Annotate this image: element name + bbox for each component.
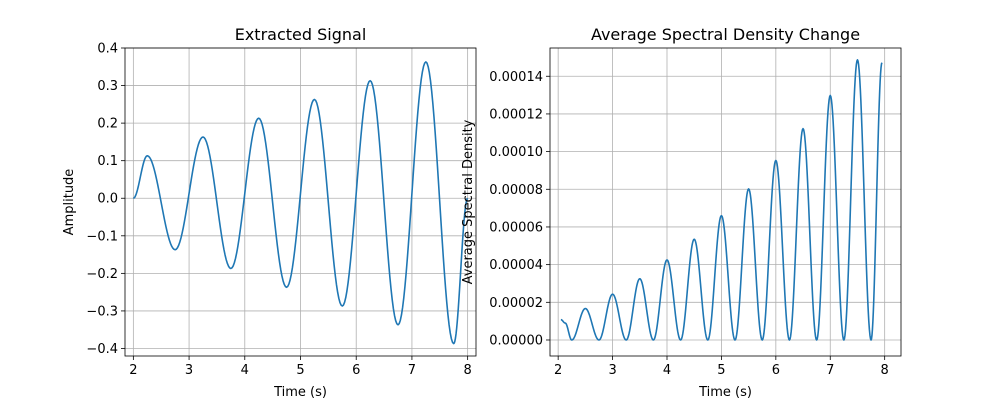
x-tick-label: 2 xyxy=(554,363,562,378)
y-tick-label: 0.00012 xyxy=(489,107,543,122)
x-tick-label: 5 xyxy=(717,363,725,378)
y-tick-label: 0.2 xyxy=(97,117,118,132)
y-tick-label: 0.00008 xyxy=(489,183,543,198)
x-tick-label: 4 xyxy=(663,363,671,378)
x-tick-label: 8 xyxy=(464,363,472,378)
y-tick-label: 0.00014 xyxy=(489,70,543,85)
x-tick-label: 4 xyxy=(241,363,249,378)
grid-lines xyxy=(125,47,476,356)
y-tick-label: −0.2 xyxy=(86,267,118,282)
x-tick-label: 3 xyxy=(185,363,193,378)
series-line xyxy=(133,61,469,345)
series-layer xyxy=(133,61,469,345)
chart-title: Extracted Signal xyxy=(235,25,367,44)
x-tick-label: 7 xyxy=(826,363,834,378)
x-tick-label: 5 xyxy=(296,363,304,378)
x-axis-label: Time (s) xyxy=(698,385,752,400)
y-tick-label: 0.1 xyxy=(97,154,118,169)
y-axis-label: Average Spectral Density xyxy=(461,119,476,284)
tick-marks: 2 3 4 5 6 7 8 −0.4 −0.3 −0.2 −0.1 0.0 0.1 0.2 0.3 0.4 xyxy=(86,42,471,379)
x-tick-label: 8 xyxy=(881,363,889,378)
y-axis-label: Amplitude xyxy=(62,169,77,236)
x-tick-label: 7 xyxy=(408,363,416,378)
series-line xyxy=(560,59,883,341)
y-tick-label: 0.00010 xyxy=(489,145,543,160)
x-tick-label: 2 xyxy=(129,363,137,378)
y-tick-label: −0.1 xyxy=(86,229,118,244)
grid-lines xyxy=(550,48,901,356)
chart-average-spectral-density: 2 3 4 5 6 7 8 0.00000 0.00002 0.00004 0.00006 0.000… xyxy=(461,25,902,400)
y-tick-label: 0.4 xyxy=(97,42,118,57)
tick-marks: 2 3 4 5 6 7 8 0.00000 0.00002 0.00004 0.00006 0.000… xyxy=(489,70,889,378)
y-tick-label: 0.3 xyxy=(97,79,118,94)
plot-frame xyxy=(549,47,902,357)
y-tick-label: −0.3 xyxy=(86,304,118,319)
y-tick-label: 0.0 xyxy=(97,192,118,207)
series-layer xyxy=(560,59,883,341)
chart-title: Average Spectral Density Change xyxy=(591,25,860,44)
x-tick-label: 6 xyxy=(352,363,360,378)
y-tick-label: 0.00004 xyxy=(489,258,543,273)
x-tick-label: 3 xyxy=(608,363,616,378)
x-axis-label: Time (s) xyxy=(273,385,327,400)
y-tick-label: 0.00000 xyxy=(489,333,543,348)
chart-extracted-signal: 2 3 4 5 6 7 8 −0.4 −0.3 −0.2 −0.1 0.0 0.1 0.2 0.3 0.4 E… xyxy=(62,25,477,400)
x-tick-label: 6 xyxy=(772,363,780,378)
y-tick-label: −0.4 xyxy=(86,342,118,357)
y-tick-label: 0.00002 xyxy=(489,296,543,311)
y-tick-label: 0.00006 xyxy=(489,220,543,235)
